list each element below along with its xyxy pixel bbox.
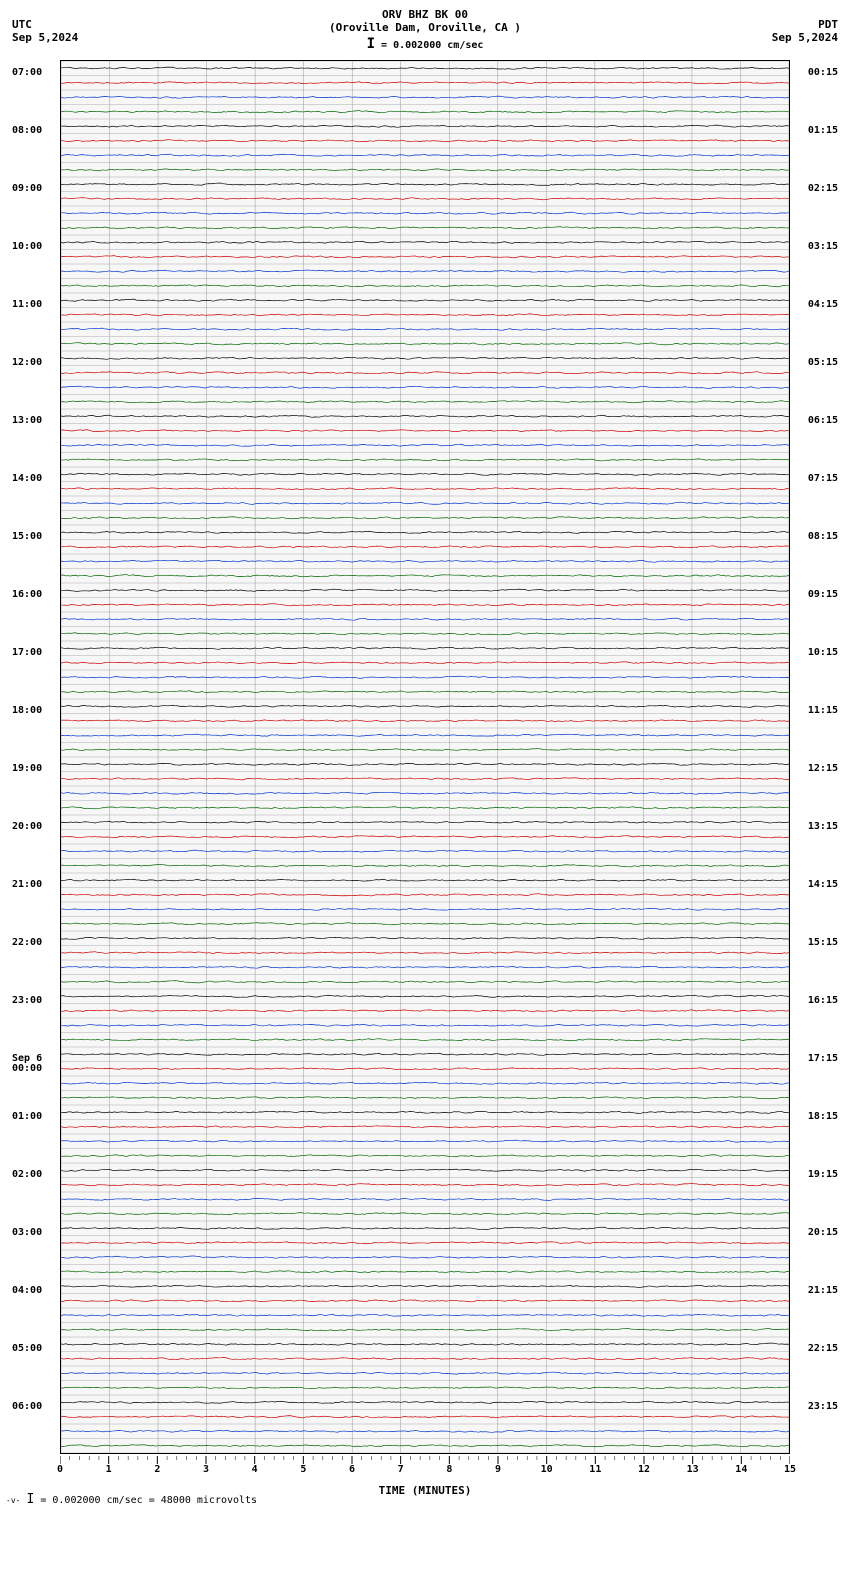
utc-time-label: 18:00 <box>12 706 42 764</box>
pdt-time-label: 17:15 <box>808 1054 838 1112</box>
pdt-time-label: 02:15 <box>808 184 838 242</box>
pdt-time-label: 01:15 <box>808 126 838 184</box>
x-tick-label: 0 <box>57 1464 63 1475</box>
utc-time-label: 21:00 <box>12 880 42 938</box>
utc-time-label: 07:00 <box>12 68 42 126</box>
x-tick-label: 3 <box>203 1464 209 1475</box>
x-tick-label: 5 <box>300 1464 306 1475</box>
pdt-time-label: 11:15 <box>808 706 838 764</box>
utc-time-label: 23:00 <box>12 996 42 1054</box>
pdt-time-labels: 00:1501:1502:1503:1504:1505:1506:1507:15… <box>808 68 838 1460</box>
pdt-time-label: 14:15 <box>808 880 838 938</box>
x-tick-label: 15 <box>784 1464 796 1475</box>
pdt-time-label: 22:15 <box>808 1344 838 1402</box>
x-tick-label: 1 <box>106 1464 112 1475</box>
right-date: Sep 5,2024 <box>772 31 838 44</box>
right-tz: PDT <box>772 18 838 31</box>
pdt-time-label: 07:15 <box>808 474 838 532</box>
utc-time-label: 08:00 <box>12 126 42 184</box>
station-location: (Oroville Dam, Oroville, CA ) <box>0 21 850 34</box>
utc-time-label: 20:00 <box>12 822 42 880</box>
utc-time-label: 02:00 <box>12 1170 42 1228</box>
x-tick-label: 7 <box>398 1464 404 1475</box>
pdt-time-label: 08:15 <box>808 532 838 590</box>
x-axis-ticks <box>60 1456 790 1470</box>
utc-time-label: 11:00 <box>12 300 42 358</box>
station-code: ORV BHZ BK 00 <box>0 8 850 21</box>
pdt-time-label: 04:15 <box>808 300 838 358</box>
x-tick-label: 9 <box>495 1464 501 1475</box>
x-tick-label: 14 <box>735 1464 747 1475</box>
header-right: PDT Sep 5,2024 <box>772 18 838 44</box>
utc-time-label: 19:00 <box>12 764 42 822</box>
scale-text: = 0.002000 cm/sec <box>381 40 483 51</box>
x-tick-label: 8 <box>446 1464 452 1475</box>
x-tick-label: 4 <box>252 1464 258 1475</box>
utc-time-label: Sep 600:00 <box>12 1054 42 1112</box>
left-date: Sep 5,2024 <box>12 31 78 44</box>
header-left: UTC Sep 5,2024 <box>12 18 78 44</box>
utc-time-label: 01:00 <box>12 1112 42 1170</box>
utc-time-labels: 07:0008:0009:0010:0011:0012:0013:0014:00… <box>12 68 42 1460</box>
x-tick-label: 13 <box>687 1464 699 1475</box>
pdt-time-label: 21:15 <box>808 1286 838 1344</box>
x-tick-label: 12 <box>638 1464 650 1475</box>
pdt-time-label: 10:15 <box>808 648 838 706</box>
utc-time-label: 12:00 <box>12 358 42 416</box>
pdt-time-label: 03:15 <box>808 242 838 300</box>
utc-time-label: 14:00 <box>12 474 42 532</box>
pdt-time-label: 09:15 <box>808 590 838 648</box>
utc-time-label: 22:00 <box>12 938 42 996</box>
x-tick-label: 11 <box>589 1464 601 1475</box>
utc-time-label: 04:00 <box>12 1286 42 1344</box>
x-axis-label: TIME (MINUTES) <box>60 1484 790 1497</box>
utc-time-label: 16:00 <box>12 590 42 648</box>
utc-time-label: 15:00 <box>12 532 42 590</box>
x-tick-label: 10 <box>541 1464 553 1475</box>
pdt-time-label: 23:15 <box>808 1402 838 1460</box>
utc-time-label: 03:00 <box>12 1228 42 1286</box>
pdt-time-label: 18:15 <box>808 1112 838 1170</box>
pdt-time-label: 05:15 <box>808 358 838 416</box>
pdt-time-label: 16:15 <box>808 996 838 1054</box>
x-tick-label: 6 <box>349 1464 355 1475</box>
pdt-time-label: 19:15 <box>808 1170 838 1228</box>
utc-time-label: 05:00 <box>12 1344 42 1402</box>
utc-time-label: 17:00 <box>12 648 42 706</box>
utc-time-label: 09:00 <box>12 184 42 242</box>
pdt-time-label: 20:15 <box>808 1228 838 1286</box>
pdt-time-label: 13:15 <box>808 822 838 880</box>
seismogram-page: UTC Sep 5,2024 ORV BHZ BK 00 (Oroville D… <box>0 0 850 1513</box>
header: UTC Sep 5,2024 ORV BHZ BK 00 (Oroville D… <box>0 0 850 52</box>
helicorder-plot <box>60 60 790 1454</box>
pdt-time-label: 00:15 <box>808 68 838 126</box>
utc-time-label: 06:00 <box>12 1402 42 1460</box>
utc-time-label: 13:00 <box>12 416 42 474</box>
scale-line: I = 0.002000 cm/sec <box>0 36 850 52</box>
left-tz: UTC <box>12 18 78 31</box>
pdt-time-label: 12:15 <box>808 764 838 822</box>
pdt-time-label: 15:15 <box>808 938 838 996</box>
plot-svg <box>61 61 789 1453</box>
pdt-time-label: 06:15 <box>808 416 838 474</box>
x-axis: TIME (MINUTES) 0123456789101112131415 <box>60 1456 790 1486</box>
utc-time-label: 10:00 <box>12 242 42 300</box>
x-tick-label: 2 <box>154 1464 160 1475</box>
